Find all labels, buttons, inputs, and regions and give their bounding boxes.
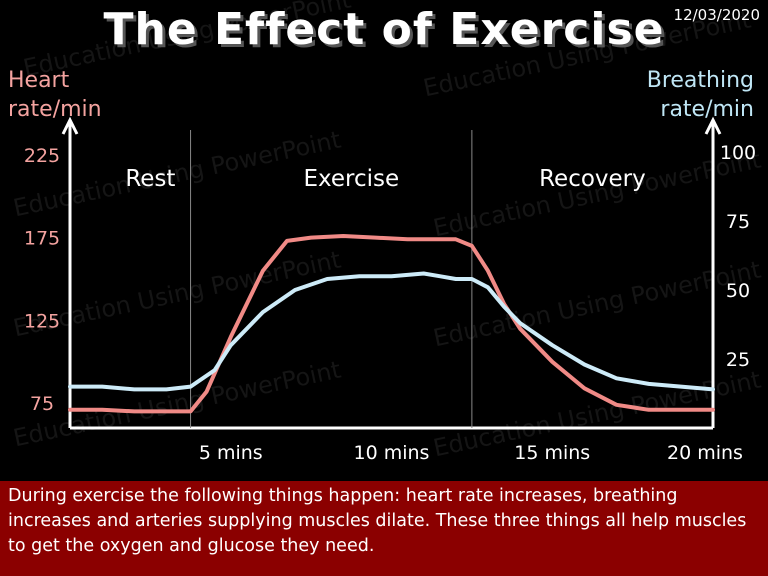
slide-title: The Effect of Exercise — [103, 4, 665, 55]
x-tick-label: 5 mins — [199, 442, 263, 464]
phase-label: Exercise — [303, 166, 399, 192]
y-tick-label-left: 175 — [24, 228, 60, 250]
x-tick-label: 20 mins — [667, 442, 743, 464]
series-line-heart-rate — [68, 234, 715, 414]
y-axis-arrow-right — [704, 116, 722, 135]
y-tick-label-right: 50 — [726, 280, 750, 302]
y-tick-label-right: 100 — [720, 142, 756, 164]
phase-label: Rest — [125, 166, 175, 192]
y-axis-label-left: Heart rate/min — [8, 66, 118, 124]
chart-series — [68, 234, 715, 414]
line-chart: Rest Exercise Recovery 5 mins 10 mins 15 min… — [24, 116, 756, 464]
caption-box: During exercise the following things hap… — [0, 481, 768, 576]
x-tick-label: 10 mins — [354, 442, 430, 464]
x-tick-label: 15 mins — [514, 442, 590, 464]
y-tick-label-left: 125 — [24, 310, 60, 332]
y-axis-label-right-text: Breathing rate/min — [646, 68, 754, 122]
phase-labels: Rest Exercise Recovery — [125, 166, 645, 192]
y-axis-arrow-left — [61, 116, 79, 135]
y-tick-label-left: 75 — [30, 393, 54, 415]
y-axis-label-left-text: Heart rate/min — [8, 68, 102, 122]
y-tick-label-right: 25 — [726, 349, 750, 371]
y-tick-label-left: 225 — [24, 145, 60, 167]
slide-date: 12/03/2020 — [673, 6, 760, 24]
caption-text: During exercise the following things hap… — [8, 486, 747, 556]
tick-labels: 5 mins 10 mins 15 mins 20 mins 75 125 175 225 25… — [24, 142, 756, 464]
phase-label: Recovery — [539, 166, 646, 192]
y-tick-label-right: 75 — [726, 211, 750, 233]
y-axis-label-right: Breathing rate/min — [634, 66, 754, 124]
chart-axes — [61, 116, 722, 430]
series-line-breathing-rate — [68, 271, 715, 392]
